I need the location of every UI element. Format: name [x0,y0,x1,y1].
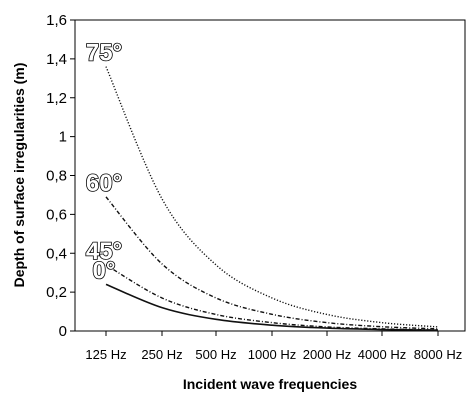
y-tick-label: 1,6 [46,12,67,29]
plot-frame [74,19,466,332]
y-tick-label: 0,2 [46,284,67,301]
series-group [105,66,439,332]
series-line-2 [105,196,439,330]
x-tick-label: 2000 Hz [303,347,351,362]
y-tick-label: 0,6 [46,206,67,223]
x-tick-label: 250 Hz [141,347,182,362]
y-tick-label: 1 [59,129,67,146]
y-tick-label: 0,8 [46,168,67,185]
y-tick-label: 1,4 [46,51,67,68]
series-label-2: 60° [86,170,122,197]
series-line-1 [105,264,439,331]
x-tick-label: 500 Hz [195,347,236,362]
x-tick-label: 125 Hz [85,347,126,362]
series-label-3: 75° [86,40,122,67]
y-tick-label: 1,2 [46,90,67,107]
x-tick-label: 4000 Hz [358,347,406,362]
x-tick-label: 1000 Hz [248,347,296,362]
x-axis-title: Incident wave frequencies [183,376,357,392]
series-label-1: 45° [86,238,122,265]
y-axis: 0 0,2 0,4 0,6 0,8 1 1,2 1,4 1,6 [46,12,75,340]
y-tick-label: 0,4 [46,245,67,262]
x-tick-label: 8000 Hz [414,347,462,362]
series-line-3 [105,66,439,328]
y-tick-label: 0 [59,323,67,340]
series-label-0: 0° [93,257,116,284]
series-labels: 0°45° 60° 75° [85,39,123,285]
y-axis-title: Depth of surface irregularities (m) [11,63,27,288]
x-axis: 125 Hz 250 Hz 500 Hz 1000 Hz 2000 Hz 4000 Hz 8… [85,331,462,362]
